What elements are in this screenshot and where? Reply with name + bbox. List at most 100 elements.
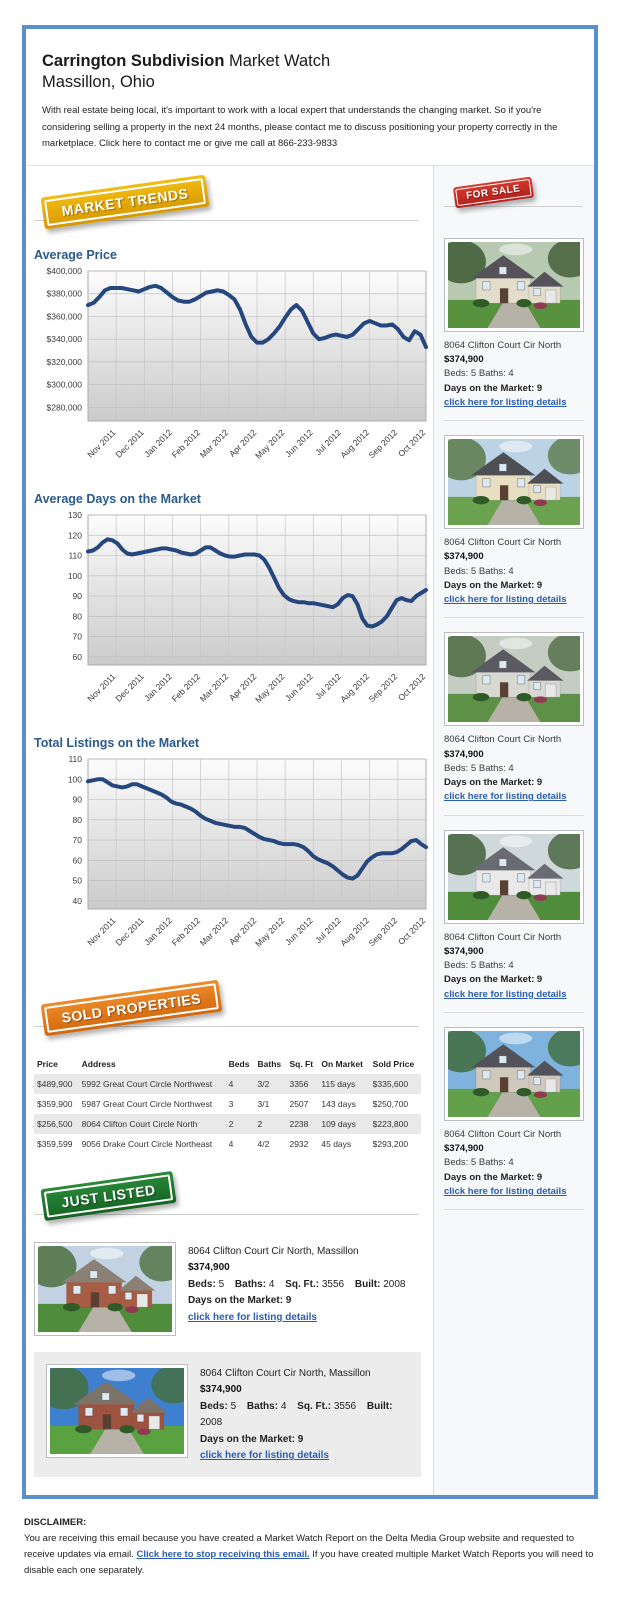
sold-table-cell: 3/2 [257,1078,270,1089]
sold-table-cell: 143 days [321,1098,356,1109]
sold-properties-table: Price Address Beds Baths Sq. Ft On Market Sold… [34,1054,421,1154]
newsletter-frame: Carrington Subdivision Market Watch Mass… [22,25,598,1499]
sold-table-cell: 4 [228,1138,234,1149]
svg-text:110: 110 [68,754,82,764]
listing-details-link[interactable]: click here for listing details [444,791,567,803]
divider-line [34,1213,419,1215]
listing-details-link[interactable]: click here for listing details [444,988,567,1000]
listing-photo[interactable] [436,435,593,529]
sold-table-cell: 5987 Great Court Circle Northwest [81,1098,213,1109]
listing-details-link[interactable]: click here for listing details [444,1185,567,1197]
listing-details-link[interactable]: click here for listing details [188,1311,317,1323]
unsubscribe-link[interactable]: Click here to stop receiving this email. [136,1549,310,1561]
sold-table-cell: $489,900 [37,1078,73,1089]
sold-table-cell: 115 days [321,1078,356,1089]
for-sale-badge: FOR SALE [452,176,534,209]
listing-beds-baths: Beds: 5 Baths: 4 [444,960,514,971]
listing-address: 8064 Clifton Court Cir North [444,931,562,943]
listing-price: $374,900 [444,1143,484,1154]
svg-text:70: 70 [73,631,83,641]
svg-text:Jan 2012: Jan 2012 [142,427,174,459]
svg-text:70: 70 [73,835,83,845]
sold-table-body: $489,900 5992 Great Court Circle Northwes… [34,1073,421,1154]
sold-properties-section-header: SOLD PROPERTIES [34,979,421,1044]
listing-photo[interactable] [436,632,593,727]
house-photo-illustration [436,239,593,328]
svg-text:Oct 2012: Oct 2012 [396,427,428,459]
sold-table-row: $359,599 9056 Drake Court Circle Northeas… [34,1134,421,1154]
listing-price: $374,900 [444,354,484,365]
for-sale-badge-label: FOR SALE [455,178,532,206]
svg-text:$340,000: $340,000 [47,334,83,344]
listing-photo[interactable] [436,1026,593,1121]
listing-photo[interactable] [26,1241,185,1336]
sold-table-row: $359,900 5987 Great Court Circle Northwes… [34,1094,421,1114]
svg-text:Aug 2012: Aug 2012 [338,915,371,948]
listing-specs: Beds: 5 Baths: 4 Sq. Ft.: 3556 Built: 20… [188,1278,406,1290]
subdivision-name: Carrington Subdivision [42,52,225,70]
listing-text: 8064 Clifton Court Cir North $374,900 Beds… [444,931,584,1002]
sold-table-cell: 2 [228,1118,234,1129]
house-photo-illustration [436,1028,593,1117]
svg-text:60: 60 [73,855,83,865]
listing-details-link[interactable]: click here for listing details [444,396,567,408]
svg-text:May 2012: May 2012 [253,427,287,461]
svg-text:100: 100 [68,571,82,581]
listing-price: $374,900 [444,748,484,760]
listing-photo[interactable] [38,1363,197,1458]
total-listings-chart: 40 50 60 70 80 90 100 110 Nov 2011 Dec 2011 Jan 20… [34,754,428,970]
listing-days-on-market: Days on the Market: 9 [200,1433,304,1445]
sold-table-cell: 4/2 [257,1138,270,1149]
svg-text:Mar 2012: Mar 2012 [198,427,231,460]
average-days-chart: 60 70 80 90 100 110 120 130 Nov 2011 Dec 2011 Jan … [34,510,428,726]
sold-table-header-cell: On Market [321,1058,363,1069]
listing-details-link[interactable]: click here for listing details [200,1450,329,1462]
sold-properties-badge: SOLD PROPERTIES [40,979,222,1037]
svg-text:Mar 2012: Mar 2012 [198,671,231,704]
for-sale-listing: 8064 Clifton Court Cir North $374,900 Beds… [436,632,593,816]
title-rest: Market Watch [224,52,331,70]
for-sale-listing: 8064 Clifton Court Cir North $374,900 Beds… [436,1026,593,1210]
svg-text:50: 50 [73,875,83,885]
page-title: Carrington Subdivision Market Watch [42,51,578,72]
listing-beds-baths: Beds: 5 Baths: 4 [444,1157,514,1169]
sold-table-header-cell: Beds [228,1058,250,1069]
market-trends-section-header: MARKET TRENDS [34,174,421,238]
for-sale-list: 8064 Clifton Court Cir North $374,900 Beds… [436,237,593,1210]
listing-photo[interactable] [436,237,593,332]
svg-text:$320,000: $320,000 [47,357,83,367]
intro-paragraph: With real estate being local, it's impor… [42,104,558,150]
disclaimer: DISCLAIMER: You are receiving this email… [24,1515,596,1580]
sold-table-cell: 2507 [289,1098,309,1109]
listing-text: 8064 Clifton Court Cir North $374,900 Beds… [444,1128,584,1199]
sold-table-cell: $223,800 [372,1118,409,1129]
svg-text:Jun 2012: Jun 2012 [283,915,315,947]
svg-text:110: 110 [68,550,82,560]
listing-photo[interactable] [436,829,593,924]
svg-text:Sep 2012: Sep 2012 [366,915,399,948]
svg-text:Dec 2011: Dec 2011 [113,427,146,460]
svg-text:80: 80 [73,611,83,621]
sold-table-header-cell: Baths [257,1058,282,1069]
svg-text:Sep 2012: Sep 2012 [366,427,399,460]
sold-table-cell: 3 [228,1098,234,1109]
listing-text: 8064 Clifton Court Cir North, Massillon $… [188,1242,405,1336]
house-photo-illustration [436,633,593,723]
disclaimer-heading: DISCLAIMER: [24,1516,87,1528]
sold-table-cell: 2 [257,1118,263,1129]
svg-text:Oct 2012: Oct 2012 [396,915,428,947]
svg-text:Jan 2012: Jan 2012 [142,915,174,947]
listing-address: 8064 Clifton Court Cir North [444,537,562,548]
header: Carrington Subdivision Market Watch Mass… [26,29,594,165]
chart-title-average-days: Average Days on the Market [34,491,201,506]
listing-beds-baths: Beds: 5 Baths: 4 [444,565,514,577]
listing-details-link[interactable]: click here for listing details [444,594,567,605]
svg-text:130: 130 [68,510,82,520]
listing-days-on-market: Days on the Market: 9 [444,777,543,788]
sidebar: FOR SALE 8064 Clifton Court Cir North $37… [433,165,594,1495]
listing-days-on-market: Days on the Market: 9 [444,579,543,591]
svg-text:Dec 2011: Dec 2011 [113,915,146,948]
svg-text:Oct 2012: Oct 2012 [396,671,428,703]
divider-line [34,219,419,221]
